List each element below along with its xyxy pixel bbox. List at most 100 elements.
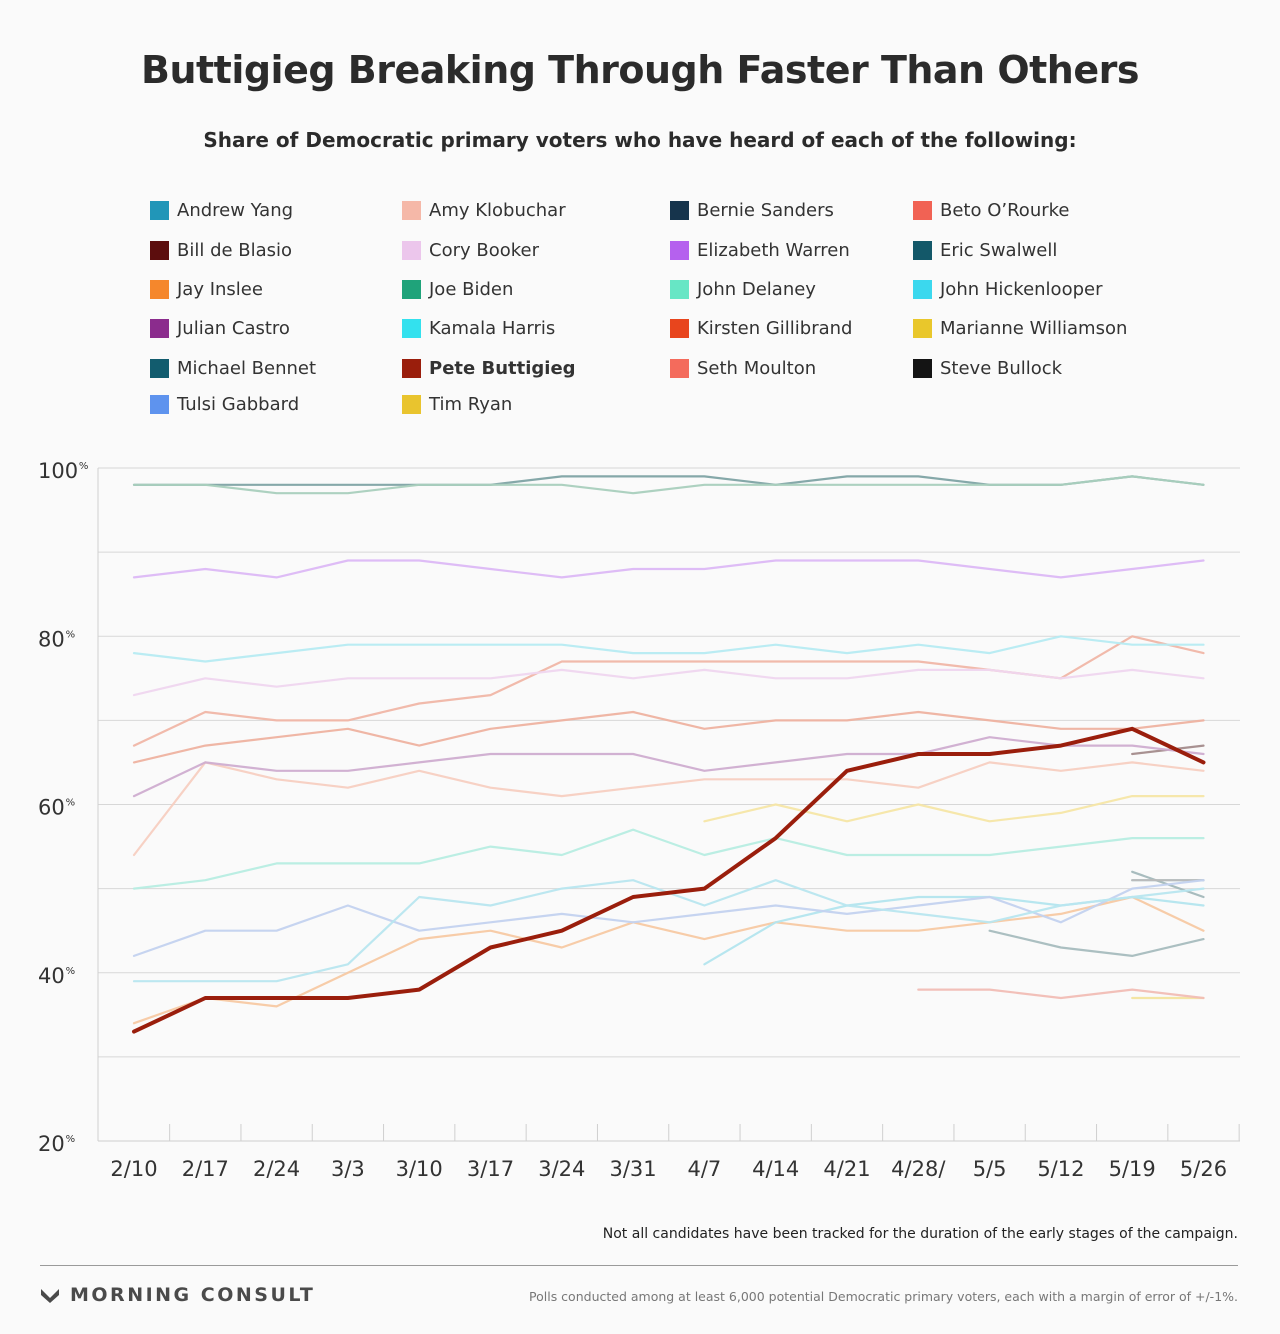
legend-label: Tulsi Gabbard bbox=[177, 393, 300, 415]
x-tick-label: 5/12 bbox=[1037, 1157, 1084, 1181]
x-tick-label: 2/17 bbox=[182, 1157, 229, 1181]
series-line-jay-inslee bbox=[132, 895, 1205, 1025]
legend-swatch bbox=[150, 318, 169, 338]
series-line-john-delaney bbox=[132, 828, 1205, 890]
y-tick-label: 60 bbox=[38, 796, 65, 820]
legend-swatch bbox=[913, 358, 932, 378]
y-tick-label: 80 bbox=[38, 627, 65, 651]
y-tick-label: 40 bbox=[38, 964, 65, 988]
legend-item-kirsten-gillibrand: Kirsten Gillibrand bbox=[670, 314, 853, 342]
brand-name: MORNING CONSULT bbox=[70, 1284, 316, 1306]
legend-item-michael-bennet: Michael Bennet bbox=[150, 354, 316, 382]
legend-label: Beto O’Rourke bbox=[940, 199, 1070, 221]
legend-item-john-hickenlooper: John Hickenlooper bbox=[913, 275, 1102, 303]
legend-swatch bbox=[670, 358, 689, 378]
legend-item-bernie-sanders: Bernie Sanders bbox=[670, 196, 834, 224]
series-line-john-hickenlooper bbox=[703, 895, 1205, 966]
legend-label: John Delaney bbox=[697, 278, 816, 300]
series-line-kamala-harris bbox=[132, 635, 1205, 663]
legend-swatch bbox=[150, 279, 169, 299]
y-tick-suffix: % bbox=[79, 461, 89, 472]
legend-item-steve-bullock: Steve Bullock bbox=[913, 354, 1062, 382]
y-tick-label: 20 bbox=[38, 1132, 65, 1156]
legend-label: Andrew Yang bbox=[177, 199, 294, 221]
series-line-bernie-sanders bbox=[132, 475, 1205, 486]
y-tick-suffix: % bbox=[66, 629, 76, 640]
legend-label: Jay Inslee bbox=[177, 278, 263, 300]
legend-swatch bbox=[913, 240, 932, 260]
series-line-seth-moulton bbox=[917, 988, 1205, 1000]
legend-label: Steve Bullock bbox=[940, 357, 1063, 379]
legend-swatch bbox=[150, 394, 169, 414]
x-tick-label: 2/24 bbox=[253, 1157, 300, 1181]
legend-swatch bbox=[150, 200, 169, 220]
legend-swatch bbox=[402, 279, 421, 299]
legend-swatch bbox=[402, 394, 421, 414]
legend-label: Kirsten Gillibrand bbox=[697, 317, 853, 339]
legend-item-jay-inslee: Jay Inslee bbox=[150, 275, 263, 303]
legend-label: Amy Klobuchar bbox=[429, 199, 566, 221]
x-tick-label: 5/26 bbox=[1180, 1157, 1227, 1181]
legend-label: Kamala Harris bbox=[429, 317, 556, 339]
series-line-joe-biden bbox=[132, 475, 1205, 495]
legend-item-joe-biden: Joe Biden bbox=[402, 275, 513, 303]
source-note: Polls conducted among at least 6,000 pot… bbox=[529, 1289, 1238, 1304]
legend-item-kamala-harris: Kamala Harris bbox=[402, 314, 555, 342]
legend-item-marianne-williamson: Marianne Williamson bbox=[913, 314, 1127, 342]
legend-swatch bbox=[402, 318, 421, 338]
legend-label: Joe Biden bbox=[429, 278, 514, 300]
legend-item-elizabeth-warren: Elizabeth Warren bbox=[670, 236, 850, 264]
legend-item-tulsi-gabbard: Tulsi Gabbard bbox=[150, 390, 299, 418]
legend-swatch bbox=[402, 240, 421, 260]
legend-swatch bbox=[150, 240, 169, 260]
x-tick-label: 3/3 bbox=[331, 1157, 365, 1181]
legend-item-pete-buttigieg: Pete Buttigieg bbox=[402, 354, 576, 382]
series-line-kirsten-gillibrand bbox=[132, 710, 1205, 764]
legend-item-amy-klobuchar: Amy Klobuchar bbox=[402, 196, 566, 224]
legend-item-john-delaney: John Delaney bbox=[670, 275, 816, 303]
x-tick-label: 3/10 bbox=[396, 1157, 443, 1181]
x-tick-label: 4/21 bbox=[823, 1157, 870, 1181]
line-chart: 20 %40 %60 %80 %100 %2/10 2/17 2/24 3/3 3/10 3/17 3… bbox=[38, 459, 1240, 1181]
legend-label: Cory Booker bbox=[429, 239, 539, 261]
legend-item-julian-castro: Julian Castro bbox=[150, 314, 290, 342]
series-line-julian-castro bbox=[132, 736, 1205, 798]
x-tick-label: 3/31 bbox=[610, 1157, 657, 1181]
y-tick-suffix: % bbox=[66, 798, 76, 809]
y-tick-label: 100 bbox=[38, 459, 78, 483]
series-line-amy-klobuchar bbox=[132, 761, 1205, 857]
x-tick-label: 4/28/ bbox=[891, 1157, 946, 1181]
legend-label: John Hickenlooper bbox=[940, 278, 1103, 300]
legend-label: Pete Buttigieg bbox=[429, 357, 576, 379]
brand-logo: MORNING CONSULT bbox=[40, 1284, 315, 1306]
morning-consult-logo-icon bbox=[41, 1289, 59, 1303]
divider bbox=[40, 1265, 1238, 1266]
legend-item-andrew-yang: Andrew Yang bbox=[150, 196, 293, 224]
legend-swatch bbox=[670, 279, 689, 299]
legend-swatch bbox=[402, 358, 421, 378]
legend-swatch bbox=[913, 279, 932, 299]
legend-label: Marianne Williamson bbox=[940, 317, 1128, 339]
series-line-tim-ryan bbox=[703, 795, 1205, 823]
legend-swatch bbox=[913, 200, 932, 220]
legend-item-seth-moulton: Seth Moulton bbox=[670, 354, 816, 382]
series-line-pete-buttigieg bbox=[132, 726, 1206, 1034]
legend-label: Elizabeth Warren bbox=[697, 239, 850, 261]
legend-item-tim-ryan: Tim Ryan bbox=[402, 390, 512, 418]
x-tick-label: 4/7 bbox=[688, 1157, 722, 1181]
legend-label: Michael Bennet bbox=[177, 357, 317, 379]
legend-swatch bbox=[670, 200, 689, 220]
legend-swatch bbox=[670, 240, 689, 260]
legend-item-beto-orourke: Beto O’Rourke bbox=[913, 196, 1069, 224]
legend-swatch bbox=[402, 200, 421, 220]
legend-label: Eric Swalwell bbox=[940, 239, 1058, 261]
series-line-elizabeth-warren bbox=[132, 559, 1205, 579]
x-tick-label: 5/5 bbox=[973, 1157, 1007, 1181]
series-line-michael-bennet bbox=[988, 929, 1205, 957]
legend-item-eric-swalwell: Eric Swalwell bbox=[913, 236, 1057, 264]
chart-subtitle: Share of Democratic primary voters who h… bbox=[203, 128, 1077, 152]
legend-label: Seth Moulton bbox=[697, 357, 817, 379]
x-tick-label: 2/10 bbox=[110, 1157, 157, 1181]
legend-item-bill-de-blasio: Bill de Blasio bbox=[150, 236, 292, 264]
legend-swatch bbox=[670, 318, 689, 338]
